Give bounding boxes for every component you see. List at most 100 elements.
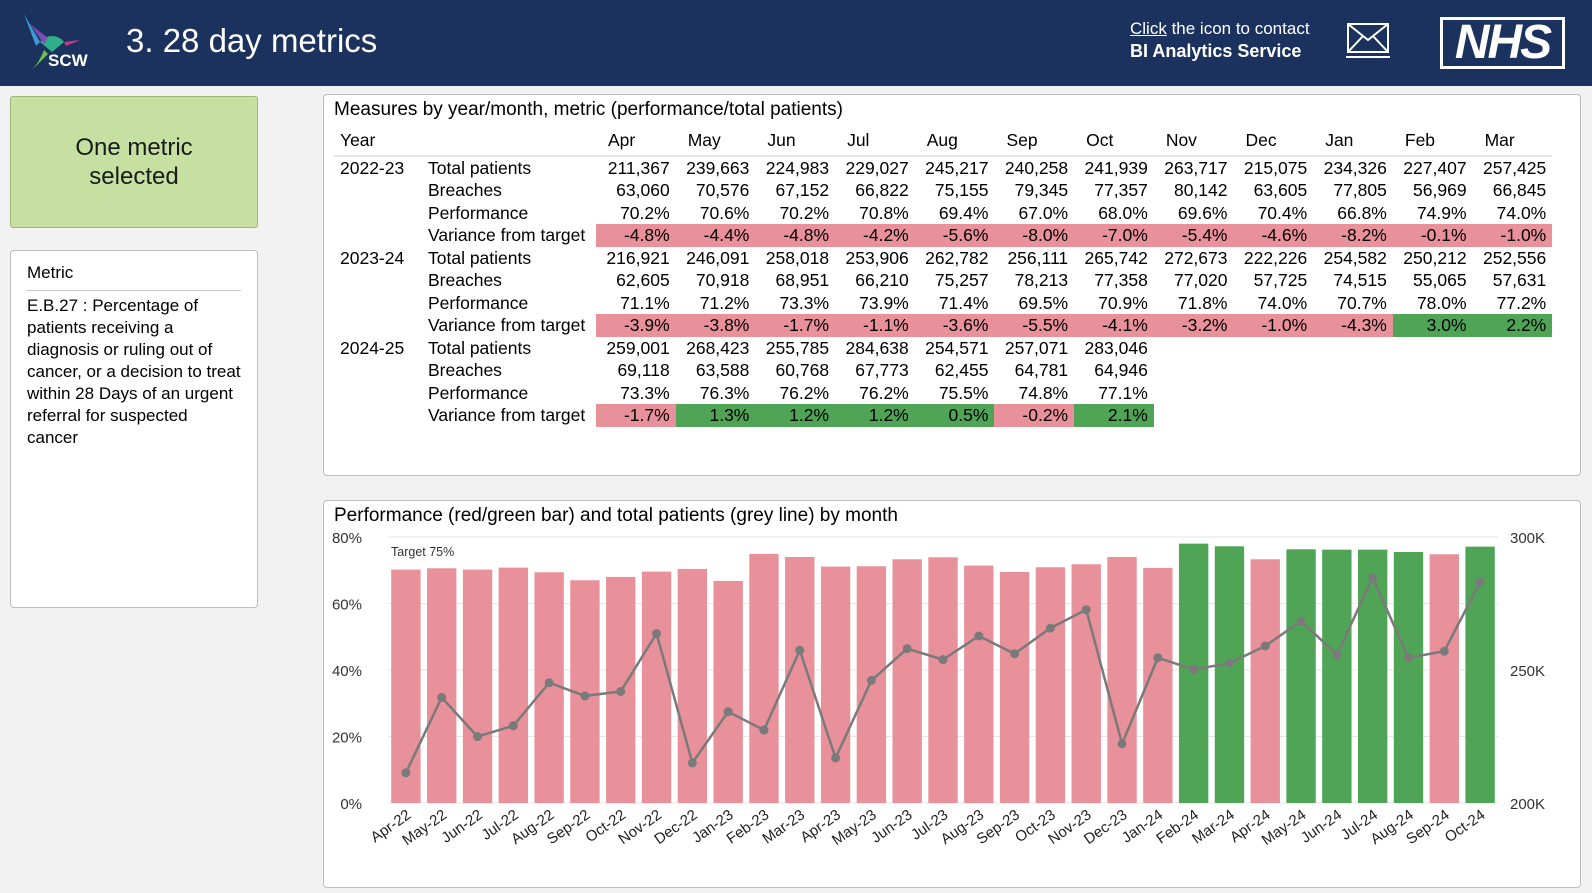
value-cell: 74,515: [1333, 270, 1387, 291]
value-cell: 74.9%: [1416, 202, 1467, 223]
value-cell: -3.6%: [914, 314, 995, 337]
value-cell: 215,075: [1233, 155, 1314, 179]
value-cell: 80,142: [1173, 180, 1228, 201]
value-cell: 255,785: [765, 337, 830, 358]
total-patients-point: [938, 655, 948, 665]
total-patients-point: [508, 721, 518, 731]
total-patients-point: [1010, 649, 1020, 659]
performance-bar: [1429, 554, 1459, 803]
value-cell: 62,455: [934, 360, 989, 381]
value-cell: 62,605: [616, 270, 670, 291]
value-cell: [1313, 337, 1393, 360]
month-column-header: Aug: [926, 129, 958, 150]
metric-description: E.B.27 : Percentage of patients receivin…: [27, 296, 241, 447]
value-cell: 70,576: [695, 180, 750, 201]
x-tick-label: Jun-22: [438, 806, 485, 846]
total-patients-point: [1368, 573, 1378, 583]
value-cell: 71.2%: [699, 292, 750, 313]
value-cell: 77.2%: [1496, 292, 1547, 313]
value-cell: 77,020: [1173, 270, 1228, 291]
performance-bar: [498, 567, 529, 803]
nhs-logo: NHS: [1440, 17, 1565, 69]
value-cell: -0.2%: [994, 404, 1075, 427]
nhs-logo-text: NHS: [1443, 19, 1562, 67]
performance-bar: [749, 553, 779, 803]
table-row: 2023-24 Total patients 216,921 246,091 258,0…: [334, 247, 1552, 270]
table-row: Variance from target -1.7% 1.3% 1.2% 1.2% 0.5…: [334, 404, 1552, 427]
value-cell: -5.5%: [994, 314, 1075, 337]
value-cell: 63,605: [1253, 180, 1308, 201]
one-metric-selected-button[interactable]: One metric selected: [10, 96, 258, 228]
value-cell: [1154, 359, 1234, 382]
value-cell: 258,018: [765, 247, 830, 268]
value-cell: 63,588: [695, 360, 750, 381]
value-cell: [1393, 382, 1473, 405]
month-column-header: Nov: [1165, 129, 1197, 150]
value-cell: 211,367: [596, 155, 676, 179]
year-cell: [334, 359, 422, 382]
performance-bar: [1286, 549, 1316, 803]
year-cell: [334, 179, 422, 202]
value-cell: 56,969: [1413, 180, 1467, 201]
value-cell: [1234, 337, 1314, 360]
total-patients-point: [1117, 739, 1127, 749]
value-cell: 70,918: [695, 270, 750, 291]
value-cell: 268,423: [686, 337, 750, 358]
value-cell: 222,226: [1243, 247, 1308, 268]
value-cell: [1234, 382, 1314, 405]
value-cell: -4.3%: [1313, 314, 1393, 337]
value-cell: 55,065: [1413, 270, 1467, 291]
value-cell: 68,951: [775, 270, 830, 291]
year-cell: [334, 314, 422, 337]
value-cell: 252,556: [1482, 247, 1547, 268]
performance-bar: [1393, 551, 1424, 803]
logo-text: SCW: [48, 51, 88, 70]
value-cell: 73.3%: [779, 292, 830, 313]
year-cell: [334, 292, 422, 315]
mail-icon[interactable]: [1346, 20, 1392, 60]
value-cell: [1154, 337, 1234, 360]
value-cell: -4.4%: [675, 224, 756, 247]
value-cell: [1234, 404, 1314, 427]
total-patients-point: [616, 686, 626, 696]
contact-click-link[interactable]: Click: [1130, 19, 1167, 38]
value-cell: -5.4%: [1153, 224, 1234, 247]
value-cell: 71.8%: [1177, 292, 1228, 313]
value-cell: 77,358: [1094, 270, 1148, 291]
measure-cell: Total patients: [428, 337, 532, 358]
value-cell: 67.0%: [1018, 202, 1069, 223]
value-cell: [1473, 359, 1553, 382]
value-cell: 69,118: [617, 360, 670, 381]
table-row: Breaches 63,060 70,576 67,152 66,822 75,155 79…: [334, 179, 1552, 202]
value-cell: 70.8%: [859, 202, 909, 223]
measure-cell: Variance from target: [428, 405, 586, 426]
total-patients-point: [1189, 664, 1199, 674]
value-cell: 68.0%: [1098, 202, 1148, 223]
value-cell: [1154, 382, 1234, 405]
total-patients-point: [902, 644, 912, 654]
table-row: Performance 70.2% 70.6% 70.2% 70.8% 69.4% 67.0…: [334, 202, 1552, 225]
performance-bar: [892, 559, 922, 803]
value-cell: -4.2%: [835, 224, 915, 247]
performance-bar: [1035, 567, 1066, 803]
performance-bar: [713, 580, 743, 803]
month-column-header: Mar: [1484, 129, 1515, 150]
value-cell: 257,071: [1004, 337, 1069, 358]
value-cell: -1.0%: [1233, 314, 1314, 337]
scw-hummingbird-logo: [24, 14, 80, 72]
value-cell: 240,258: [994, 155, 1075, 179]
value-cell: 67,152: [775, 180, 830, 201]
value-cell: -7.0%: [1074, 224, 1154, 247]
value-cell: 70.2%: [620, 202, 670, 223]
value-cell: 74.0%: [1257, 292, 1308, 313]
value-cell: 69.6%: [1177, 202, 1228, 223]
value-cell: 79,345: [1014, 180, 1069, 201]
month-column-header: Sep: [1006, 129, 1038, 150]
value-cell: 71.4%: [938, 292, 989, 313]
value-cell: [1473, 337, 1553, 360]
contact-text: Click the icon to contact BI Analytics S…: [1130, 18, 1310, 63]
value-cell: -3.9%: [596, 314, 676, 337]
performance-bar: [1071, 564, 1101, 803]
value-cell: 70.4%: [1257, 202, 1308, 223]
value-cell: [1393, 404, 1473, 427]
